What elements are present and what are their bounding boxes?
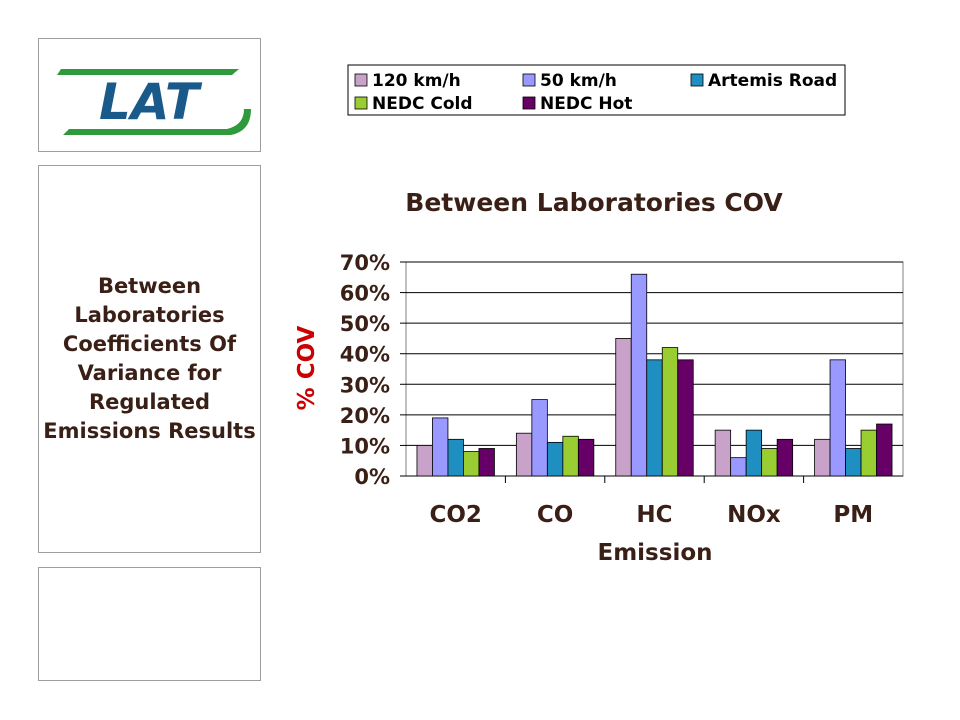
bar-pm-series-5 [876, 423, 893, 477]
bar-co2-series-4 [463, 451, 480, 477]
bar-hc-series-4 [661, 347, 679, 477]
bar-co2-series-2 [432, 417, 449, 477]
x-tick-label: CO2 [429, 502, 481, 528]
legend-swatch [354, 73, 368, 87]
legend-swatch [522, 96, 536, 110]
legend-swatch [522, 73, 536, 87]
description-text: Between Laboratories Coefficients Of Var… [43, 274, 256, 443]
chart-title: Between Laboratories COV [405, 188, 783, 217]
bar-pm-series-3 [845, 448, 862, 477]
bar-hc-series-5 [677, 359, 694, 477]
legend-swatch [690, 73, 704, 87]
y-tick-label: 30% [340, 373, 390, 397]
bar-pm-series-1 [814, 438, 831, 477]
legend-label: NEDC Hot [540, 94, 632, 114]
bar-co2-series-3 [447, 438, 464, 477]
bar-nox-series-3 [745, 429, 763, 477]
bar-hc-series-3 [646, 359, 663, 477]
y-tick-label: 50% [340, 312, 390, 336]
legend-box [347, 64, 846, 116]
bar-nox-series-2 [730, 457, 747, 477]
bar-nox-series-5 [776, 438, 794, 477]
bar-co-series-2 [531, 399, 548, 477]
x-tick-label: HC [636, 502, 672, 528]
bar-nox-series-1 [714, 429, 732, 477]
y-tick-label: 0% [354, 465, 390, 489]
bar-co-series-4 [562, 435, 579, 477]
legend-label: 120 km/h [372, 71, 461, 91]
lat-logo: LAT [57, 69, 251, 135]
bar-co2-series-1 [416, 445, 433, 477]
bar-pm-series-2 [829, 359, 846, 477]
y-tick-label: 20% [340, 404, 390, 428]
bar-hc-series-2 [630, 273, 648, 477]
y-axis-title: % COV [294, 325, 320, 410]
x-tick-label: CO [537, 502, 573, 528]
legend-label: NEDC Cold [372, 94, 473, 114]
bar-co2-series-5 [478, 448, 495, 477]
x-axis-title: Emission [598, 540, 713, 566]
legend-label: Artemis Road [708, 71, 837, 91]
logo-panel: LAT [38, 38, 261, 152]
bar-co-series-3 [546, 441, 564, 477]
y-tick-label: 70% [340, 251, 390, 275]
legend-swatch [354, 96, 368, 110]
bar-hc-series-1 [615, 338, 632, 477]
y-tick-label: 60% [340, 282, 390, 306]
bar-nox-series-4 [761, 448, 778, 477]
x-tick-label: PM [833, 502, 873, 528]
bar-co-series-5 [577, 438, 595, 477]
y-tick-label: 40% [340, 343, 390, 367]
bar-co-series-1 [515, 432, 533, 477]
x-tick-label: NOx [727, 502, 781, 528]
description-panel: Between Laboratories Coefficients Of Var… [38, 165, 261, 553]
legend-label: 50 km/h [540, 71, 617, 91]
empty-panel [38, 567, 261, 681]
bar-pm-series-4 [860, 429, 877, 477]
logo-text: LAT [99, 73, 203, 131]
y-tick-label: 10% [340, 434, 390, 458]
